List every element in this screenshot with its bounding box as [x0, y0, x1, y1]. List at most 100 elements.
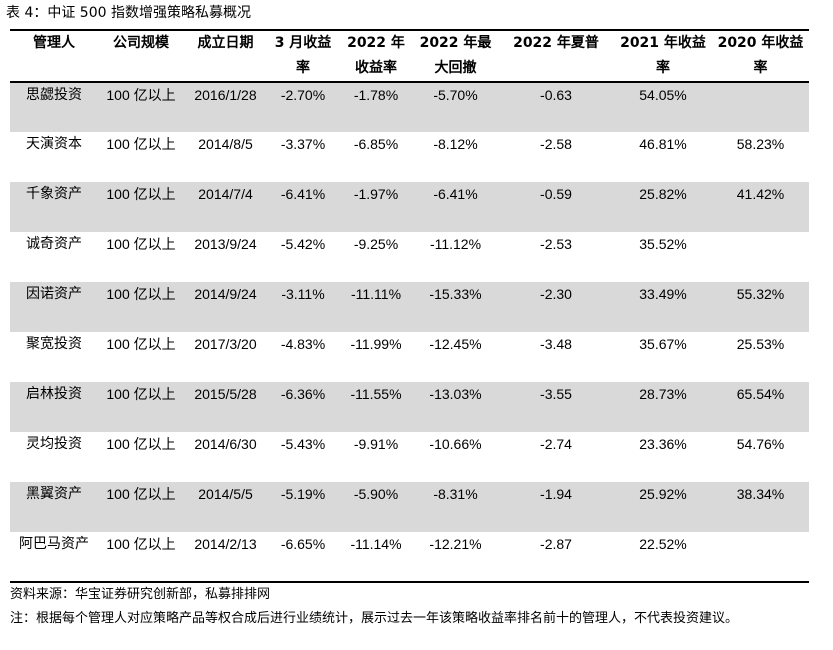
table-cell: -2.30 [540, 286, 572, 302]
table-cell: 46.81% [639, 136, 687, 152]
manager-name-cell: 因诺资产 [26, 286, 82, 302]
column-header: 2021 年收益率 [620, 35, 706, 76]
table-cell: 2014/5/5 [198, 486, 253, 502]
table-cell [712, 82, 809, 132]
table-cell: -11.12% [429, 236, 482, 252]
table-cell: -5.19% [280, 486, 326, 502]
table-cell: 100 亿以上 [106, 486, 176, 502]
table-cell: -8.12% [433, 136, 478, 152]
table-row: 思勰投资 100 亿以上 2016/1/28 -2.70% -1.78% -5.70% -0… [10, 82, 809, 132]
column-header: 公司规模 [113, 35, 169, 51]
manager-name-cell: 聚宽投资 [26, 336, 82, 352]
table-cell: 25.53% [736, 336, 785, 352]
manager-name-cell: 阿巴马资产 [19, 536, 89, 552]
table-cell: 2014/8/5 [198, 136, 253, 152]
table-cell: -2.70% [280, 87, 326, 103]
manager-name-cell: 灵均投资 [26, 436, 82, 452]
table-cell: 25.82% [639, 186, 687, 202]
table-cell: -2.53 [540, 236, 572, 252]
table-cell: -9.91% [353, 436, 399, 452]
table-cell: 100 亿以上 [106, 386, 176, 402]
table-cell: 100 亿以上 [106, 186, 176, 202]
table-cell: 2016/1/28 [194, 87, 257, 103]
table-cell: 65.54% [736, 386, 785, 402]
column-header: 2022 年夏普 [513, 35, 599, 51]
table-cell: -5.90% [353, 486, 399, 502]
manager-name-cell: 千象资产 [26, 186, 82, 202]
table-row: 因诺资产 100 亿以上 2014/9/24 -3.11% -11.11% -15.33%… [10, 282, 809, 332]
table-body: 思勰投资 100 亿以上 2016/1/28 -2.70% -1.78% -5.70% -0… [10, 82, 809, 582]
table-cell: 35.67% [639, 336, 687, 352]
table-header: 管理人 公司规模 成立日期 3 月收益率 2022 年收益率 2022 年最大回撤 2022… [10, 30, 809, 82]
table-cell: -3.48 [540, 336, 572, 352]
header-row: 管理人 公司规模 成立日期 3 月收益率 2022 年收益率 2022 年最大回撤 2022… [10, 30, 809, 82]
table-cell: -11.14% [350, 536, 402, 552]
table-cell: 58.23% [736, 136, 785, 152]
table-cell: 100 亿以上 [106, 286, 176, 302]
table-cell: -5.42% [280, 236, 326, 252]
table-cell: -11.99% [350, 336, 402, 352]
table-cell: -2.74 [540, 436, 572, 452]
table-row: 千象资产 100 亿以上 2014/7/4 -6.41% -1.97% -6.41% -0.… [10, 182, 809, 232]
table-cell: 35.52% [639, 236, 687, 252]
table-cell: 2014/6/30 [194, 436, 257, 452]
table-cell: 100 亿以上 [106, 87, 176, 103]
column-header: 成立日期 [197, 35, 254, 51]
column-header: 2022 年最大回撤 [419, 35, 492, 76]
table-row: 灵均投资 100 亿以上 2014/6/30 -5.43% -9.91% -10.66% -… [10, 432, 809, 482]
manager-name-cell: 诚奇资产 [26, 236, 82, 252]
table-cell: -4.83% [280, 336, 326, 352]
table-cell: -6.85% [353, 136, 399, 152]
table-cell: -0.59 [540, 186, 572, 202]
table-cell: 38.34% [736, 486, 785, 502]
table-cell: -1.97% [353, 186, 399, 202]
table-cell: -3.55 [540, 386, 572, 402]
table-row: 阿巴马资产 100 亿以上 2014/2/13 -6.65% -11.14% -12.21… [10, 532, 809, 582]
column-header: 3 月收益率 [274, 35, 332, 76]
table-cell: -9.25% [353, 236, 399, 252]
table-cell: -2.58 [540, 136, 572, 152]
manager-name-cell: 启林投资 [26, 386, 82, 402]
table-caption: 表 4：中证 500 指数增强策略私募概况 [6, 5, 251, 21]
table-cell: -0.63 [540, 87, 572, 103]
table-cell: -5.43% [280, 436, 326, 452]
table-cell [712, 532, 809, 582]
table-cell: -6.41% [280, 186, 326, 202]
table-cell: 54.76% [736, 436, 785, 452]
table-cell: -6.65% [280, 536, 326, 552]
table-cell: -3.11% [281, 286, 325, 302]
table-cell: -1.78% [353, 87, 399, 103]
table-row: 天演资本 100 亿以上 2014/8/5 -3.37% -6.85% -8.12% -2.… [10, 132, 809, 182]
table-cell: -3.37% [280, 136, 326, 152]
table-cell: -11.55% [350, 386, 402, 402]
table-row: 聚宽投资 100 亿以上 2017/3/20 -4.83% -11.99% -12.45%… [10, 332, 809, 382]
table-row: 诚奇资产 100 亿以上 2013/9/24 -5.42% -9.25% -11.12% -… [10, 232, 809, 282]
table-cell: -11.11% [350, 286, 402, 302]
table-cell: 100 亿以上 [106, 136, 176, 152]
table-cell: 2013/9/24 [194, 236, 257, 252]
table-cell: 41.42% [736, 186, 785, 202]
table-cell: 28.73% [639, 386, 687, 402]
table-cell: 100 亿以上 [106, 536, 176, 552]
manager-name-cell: 天演资本 [26, 136, 82, 152]
table-cell: -12.45% [429, 336, 482, 352]
column-header: 管理人 [33, 35, 75, 51]
table-row: 启林投资 100 亿以上 2015/5/28 -6.36% -11.55% -13.03%… [10, 382, 809, 432]
source-note: 资料来源：华宝证券研究创新部，私募排排网 [10, 587, 271, 602]
table-cell: 55.32% [736, 286, 785, 302]
manager-name-cell: 思勰投资 [26, 87, 82, 103]
table-row: 黑翼资产 100 亿以上 2014/5/5 -5.19% -5.90% -8.31% -1.… [10, 482, 809, 532]
table-cell: -10.66% [429, 436, 482, 452]
table-cell: 23.36% [639, 436, 687, 452]
table-cell: -5.70% [433, 87, 478, 103]
table-cell: 100 亿以上 [106, 436, 176, 452]
table-cell: 100 亿以上 [106, 336, 176, 352]
table-cell: 2017/3/20 [194, 336, 257, 352]
table-cell: -1.94 [540, 486, 572, 502]
table-cell: -15.33% [429, 286, 482, 302]
table-cell: 2014/7/4 [198, 186, 253, 202]
table-cell: 33.49% [639, 286, 687, 302]
table-cell: -8.31% [433, 486, 478, 502]
table-cell: 100 亿以上 [106, 236, 176, 252]
column-header: 2022 年收益率 [347, 35, 405, 76]
